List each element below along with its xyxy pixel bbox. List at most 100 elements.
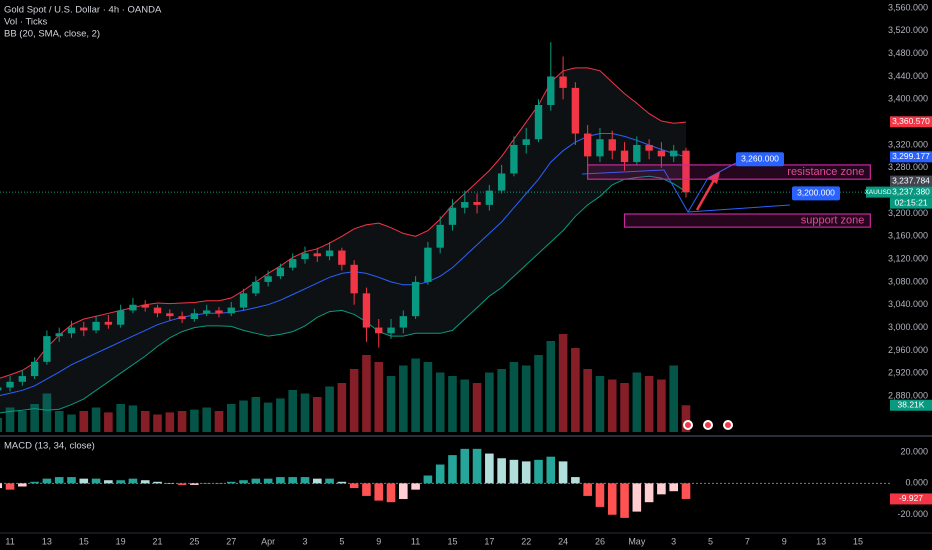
macd-bar <box>509 459 519 484</box>
volume-bar <box>18 411 27 432</box>
price-tag-label: 3,360.570 <box>892 116 930 126</box>
candle-body <box>276 267 285 277</box>
y-tick-label: 3,160.000 <box>888 231 928 241</box>
macd-title: MACD (13, 34, close) <box>4 441 95 452</box>
macd-bar <box>325 478 334 484</box>
macd-bar <box>349 483 359 489</box>
candle-body <box>301 253 309 260</box>
x-tick-label: Apr <box>261 536 275 546</box>
macd-bar <box>657 483 666 495</box>
volume-bar <box>435 372 445 432</box>
candle-body <box>559 76 567 88</box>
candle-body <box>485 190 494 205</box>
y-tick-label: 3,000.000 <box>888 322 928 332</box>
volume-bar <box>374 362 384 432</box>
volume-bar <box>546 341 556 432</box>
x-tick-label: 15 <box>447 536 457 546</box>
macd-bar <box>681 483 691 499</box>
y-tick-label: 3,200.000 <box>888 208 928 218</box>
macd-bar <box>5 483 15 490</box>
macd-bar <box>583 483 592 496</box>
x-tick-label: 15 <box>79 536 89 546</box>
y-tick-label: 3,280.000 <box>888 162 928 172</box>
candle-body <box>116 310 125 325</box>
volume-bar <box>411 358 420 432</box>
macd-bar <box>669 483 678 492</box>
macd-bar <box>0 483 3 489</box>
projection-leader <box>687 204 791 213</box>
macd-bar <box>276 477 285 484</box>
macd-bar <box>595 483 605 507</box>
macd-bar <box>67 477 76 484</box>
y-tick-label: 2,920.000 <box>888 368 928 378</box>
volume-bar <box>362 355 371 432</box>
volume-bar <box>669 365 678 432</box>
x-tick-label: 26 <box>595 536 605 546</box>
macd-bar <box>54 477 64 484</box>
bb-upper <box>0 67 687 379</box>
macd-bar <box>263 478 273 484</box>
event-icons <box>683 420 733 430</box>
arrow-head <box>708 172 720 184</box>
x-tick-label: 5 <box>708 536 713 546</box>
volume-title: Vol · Ticks <box>4 17 48 28</box>
y-tick-label: 2,960.000 <box>888 345 928 355</box>
macd-bar <box>546 456 556 484</box>
volume-bar <box>177 411 187 432</box>
candle-body <box>522 139 530 145</box>
volume-bar <box>0 418 3 432</box>
macd-bar <box>435 464 445 484</box>
price-pane <box>0 42 890 432</box>
x-tick-label: 21 <box>153 536 163 546</box>
candle-body <box>43 336 51 362</box>
y-tick-label: 3,440.000 <box>888 71 928 81</box>
volume-bar <box>521 365 531 432</box>
macd-bar <box>386 483 396 503</box>
y-tick-label: 3,520.000 <box>888 25 928 35</box>
candle-body <box>252 281 260 294</box>
x-tick-label: 13 <box>816 536 826 546</box>
candle-body <box>289 259 297 268</box>
macd-bar <box>460 448 470 484</box>
y-tick-label: 3,560.000 <box>888 2 928 12</box>
volume-tag-label: 38.21K <box>898 400 925 410</box>
volume-bar <box>104 412 113 432</box>
candle-body <box>645 144 653 151</box>
x-tick-label: 24 <box>558 536 568 546</box>
price-tag-label: 3,237.784 <box>892 175 930 185</box>
volume-bar <box>91 407 101 432</box>
volume-bar <box>509 362 519 432</box>
volume-bar <box>497 369 506 432</box>
macd-bar <box>165 483 175 484</box>
macd-bar <box>239 480 248 484</box>
candle-body <box>55 333 63 337</box>
volume-bar <box>558 334 568 432</box>
price-tag <box>890 175 932 187</box>
volume-bar <box>448 376 457 432</box>
volume-bar <box>54 411 64 432</box>
candle-body <box>18 376 27 382</box>
candle-body <box>239 293 248 308</box>
candle-body <box>411 281 420 317</box>
macd-bar <box>558 461 568 484</box>
callout-box <box>792 186 840 201</box>
event-icon-dot <box>705 422 711 428</box>
price-tag <box>890 151 932 163</box>
y-tick-label: 0.000 <box>905 478 928 488</box>
x-tick-label: 11 <box>411 536 420 546</box>
macd-bar <box>337 481 347 484</box>
volume-bar <box>632 372 642 432</box>
candle-body <box>190 313 199 320</box>
macd-bar <box>42 478 52 484</box>
macd-bar <box>312 478 322 484</box>
macd-bar <box>411 483 420 490</box>
candle-body <box>620 150 629 163</box>
volume-bar <box>349 369 359 432</box>
candle-body <box>264 276 272 282</box>
volume-bar <box>263 402 273 432</box>
price-tag <box>890 186 932 198</box>
candle-body <box>424 247 432 282</box>
x-tick-label: 27 <box>226 536 236 546</box>
candle-body <box>350 264 358 294</box>
